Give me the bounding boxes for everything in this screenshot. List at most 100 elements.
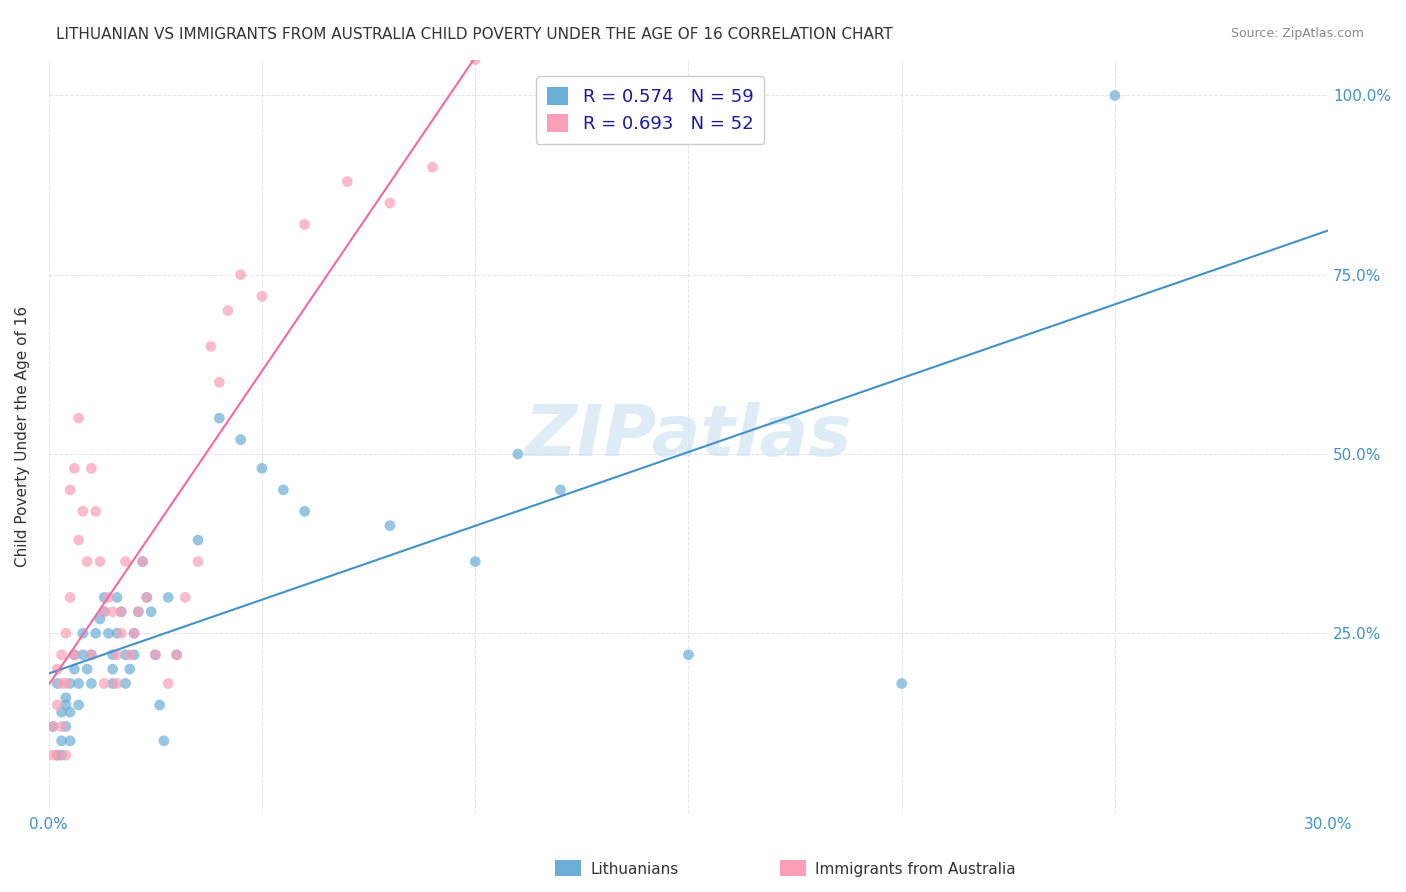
Point: [76, 662, 98, 676]
Point: [378, 196, 401, 211]
Point: [157, 591, 180, 605]
Point: [51, 676, 73, 690]
Point: [93, 605, 115, 619]
Text: Immigrants from Australia: Immigrants from Australia: [815, 863, 1017, 877]
Text: ZIPatlas: ZIPatlas: [524, 401, 852, 471]
Point: [46, 676, 69, 690]
Point: [59, 591, 82, 605]
Point: [250, 461, 273, 475]
Point: [51, 719, 73, 733]
Point: [63, 662, 86, 676]
Point: [122, 626, 145, 640]
Point: [80, 648, 103, 662]
Point: [42, 719, 65, 733]
Point: [55, 690, 77, 705]
Point: [55, 626, 77, 640]
Point: [63, 648, 86, 662]
Point: [139, 605, 162, 619]
Point: [72, 504, 94, 518]
Point: [464, 555, 486, 569]
Point: [105, 648, 128, 662]
Point: [72, 626, 94, 640]
Point: [101, 605, 124, 619]
Point: [51, 734, 73, 748]
Point: [166, 648, 188, 662]
Point: [550, 483, 572, 497]
Point: [59, 705, 82, 719]
Point: [208, 376, 231, 390]
Point: [55, 676, 77, 690]
Point: [208, 411, 231, 425]
Point: [127, 605, 149, 619]
Point: [229, 433, 252, 447]
Point: [67, 698, 90, 712]
Point: [80, 461, 103, 475]
Point: [200, 339, 222, 353]
Point: [46, 748, 69, 763]
Point: [250, 289, 273, 303]
Point: [187, 533, 209, 547]
Point: [114, 648, 136, 662]
Point: [187, 555, 209, 569]
Point: [217, 303, 239, 318]
Point: [890, 676, 912, 690]
Point: [135, 591, 157, 605]
Point: [89, 555, 111, 569]
Point: [122, 648, 145, 662]
Point: [157, 676, 180, 690]
Point: [93, 605, 115, 619]
Point: [80, 676, 103, 690]
Point: [131, 555, 153, 569]
Point: [55, 719, 77, 733]
Point: [105, 626, 128, 640]
Point: [67, 533, 90, 547]
Point: [55, 748, 77, 763]
Point: [46, 748, 69, 763]
Text: Lithuanians: Lithuanians: [591, 863, 679, 877]
Point: [67, 411, 90, 425]
Point: [59, 734, 82, 748]
Point: [67, 676, 90, 690]
Point: [135, 591, 157, 605]
Text: Source: ZipAtlas.com: Source: ZipAtlas.com: [1230, 27, 1364, 40]
Point: [506, 447, 529, 461]
Point: [51, 648, 73, 662]
Point: [336, 174, 359, 188]
Point: [378, 518, 401, 533]
Point: [294, 504, 316, 518]
Point: [93, 591, 115, 605]
Point: [101, 676, 124, 690]
Point: [105, 591, 128, 605]
Point: [59, 483, 82, 497]
Point: [101, 648, 124, 662]
Point: [55, 698, 77, 712]
Point: [63, 461, 86, 475]
Point: [271, 483, 294, 497]
Y-axis label: Child Poverty Under the Age of 16: Child Poverty Under the Age of 16: [15, 305, 30, 566]
Point: [97, 591, 120, 605]
Point: [145, 648, 167, 662]
Point: [110, 605, 132, 619]
Point: [678, 648, 700, 662]
Point: [131, 555, 153, 569]
Point: [118, 662, 141, 676]
Point: [149, 698, 172, 712]
Point: [110, 626, 132, 640]
Point: [122, 626, 145, 640]
Point: [76, 555, 98, 569]
Point: [101, 662, 124, 676]
Point: [174, 591, 197, 605]
Point: [114, 676, 136, 690]
Point: [89, 612, 111, 626]
Point: [422, 160, 444, 174]
Point: [127, 605, 149, 619]
Point: [166, 648, 188, 662]
Point: [153, 734, 176, 748]
Point: [114, 555, 136, 569]
Point: [42, 719, 65, 733]
Point: [118, 648, 141, 662]
Point: [110, 605, 132, 619]
Point: [72, 648, 94, 662]
Point: [97, 626, 120, 640]
Point: [229, 268, 252, 282]
